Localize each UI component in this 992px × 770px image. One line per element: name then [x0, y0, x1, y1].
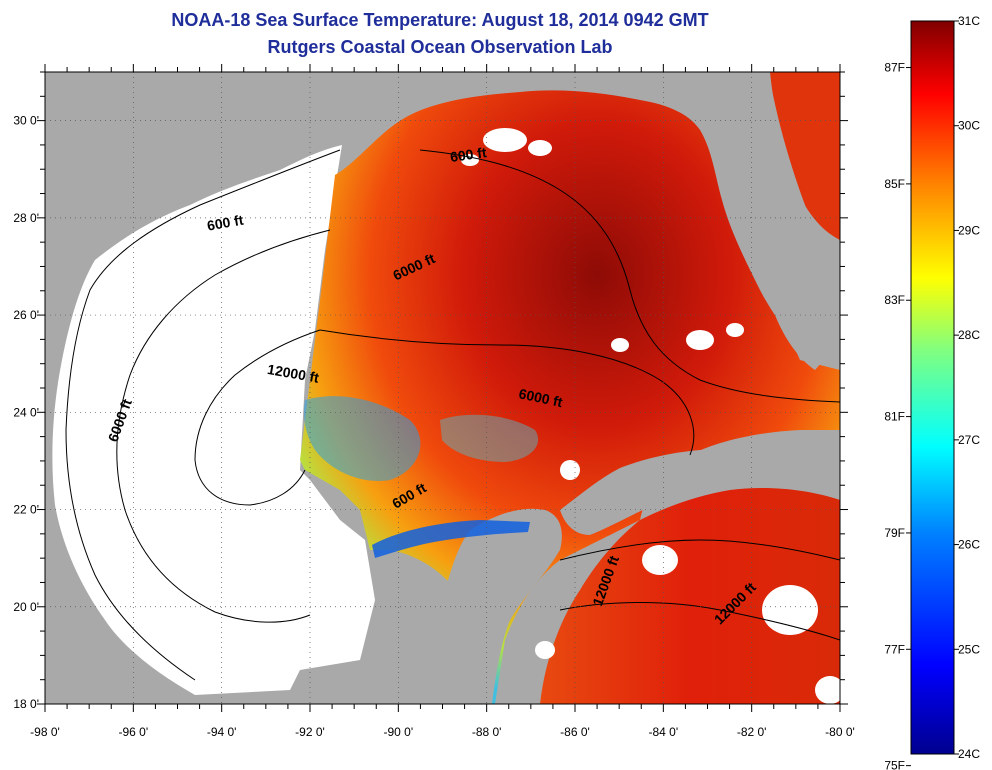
bathymetry-contours [65, 149, 840, 681]
fahrenheit-label: 81F [884, 410, 905, 424]
contour-600ft-shelf [419, 149, 840, 403]
colorbar [910, 20, 955, 755]
cloud-patches [310, 128, 840, 704]
lon-label: -92 0' [295, 725, 325, 739]
graticule [45, 72, 840, 704]
celsius-label: 27C [958, 433, 980, 447]
lat-label: 18 0' [13, 697, 39, 711]
lat-label: 30 0' [13, 114, 39, 128]
contour-12000ft [194, 329, 321, 506]
sst-data-region [300, 90, 840, 704]
map-title: NOAA-18 Sea Surface Temperature: August … [171, 10, 709, 30]
fahrenheit-label: 79F [884, 526, 905, 540]
lon-label: -88 0' [472, 725, 502, 739]
celsius-label: 31C [958, 14, 980, 28]
lon-label: -82 0' [737, 725, 767, 739]
lat-label: 20 0' [13, 600, 39, 614]
cool-upwelling-band [372, 520, 530, 558]
yucatan-land [420, 508, 562, 704]
celsius-label: 30C [958, 119, 980, 133]
frame-ticks [37, 64, 848, 712]
fahrenheit-label: 83F [884, 293, 905, 307]
lon-label: -80 0' [825, 725, 855, 739]
lon-label: -94 0' [207, 725, 237, 739]
sst-caribbean-region [540, 488, 840, 704]
contour-12000ft-caribbean [559, 539, 840, 561]
lon-label: -86 0' [560, 725, 590, 739]
florida-land [700, 90, 836, 370]
contour-6000ft-east [319, 329, 695, 456]
celsius-label: 26C [958, 538, 980, 552]
colorbar-labels: 31C 30C 29C 28C 27C 26C 25C 24C 87F 85F 83F 81F 79F 7… [884, 14, 980, 770]
sst-atlantic-strip [770, 72, 840, 240]
contour-6000ft [116, 229, 331, 623]
contour-label: 600 ft [206, 212, 245, 234]
fahrenheit-label: 75F [884, 759, 905, 770]
cool-patch [303, 396, 421, 481]
lat-label: 22 0' [13, 503, 39, 517]
fahrenheit-label: 85F [884, 177, 905, 191]
fahrenheit-label: 77F [884, 642, 905, 656]
fahrenheit-label: 87F [884, 61, 905, 75]
contour-600ft [65, 149, 341, 681]
cuba-land [560, 450, 809, 535]
lon-label: -98 0' [30, 725, 60, 739]
cool-patch-east [440, 414, 539, 462]
map-subtitle: Rutgers Coastal Ocean Observation Lab [267, 37, 613, 57]
celsius-label: 28C [958, 328, 980, 342]
lat-label: 24 0' [13, 405, 39, 419]
axis-labels: -98 0' -96 0' -94 0' -92 0' -90 0' -88 0' -86 … [13, 114, 854, 739]
contour-label: 600 ft [449, 144, 488, 165]
celsius-label: 24C [958, 747, 980, 761]
celsius-label: 25C [958, 642, 980, 656]
lon-label: -90 0' [384, 725, 414, 739]
contour-6000ft-caribbean [559, 602, 840, 641]
lat-label: 26 0' [13, 308, 39, 322]
lon-label: -96 0' [119, 725, 149, 739]
lat-label: 28 0' [13, 211, 39, 225]
lon-label: -84 0' [649, 725, 679, 739]
celsius-label: 29C [958, 223, 980, 237]
